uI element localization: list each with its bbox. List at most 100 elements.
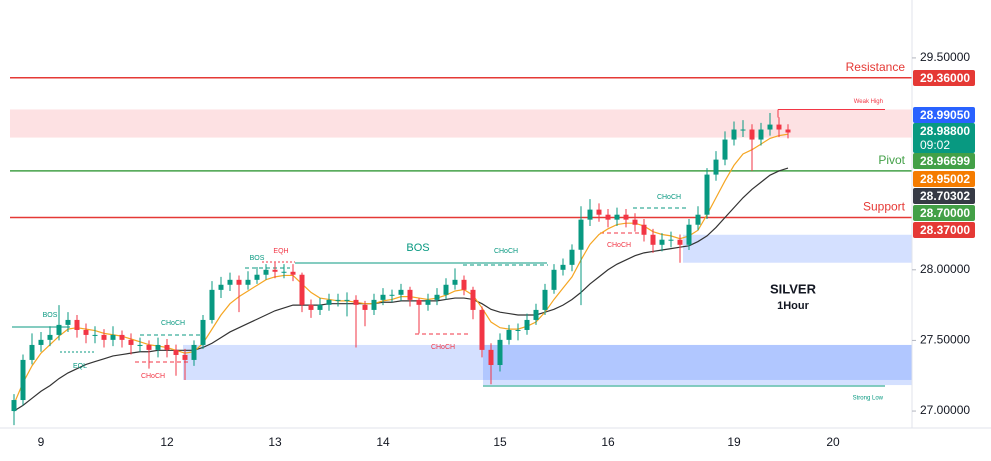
candle-body [614, 214, 620, 220]
price-label: 28.70302 [920, 189, 970, 203]
candle-body [155, 344, 161, 350]
candle-body [254, 274, 260, 280]
candle-body [56, 324, 62, 335]
candle-body [551, 269, 557, 290]
candle-body [182, 354, 188, 360]
candle-body [587, 209, 593, 220]
price-label-box [913, 153, 975, 169]
x-tick-label: 13 [268, 435, 282, 449]
candle-body [605, 214, 611, 220]
candle-body [245, 279, 251, 285]
zone [183, 344, 912, 380]
candle-body [452, 279, 458, 285]
candle-body [191, 344, 197, 360]
marker-label: Weak High [854, 99, 883, 105]
price-label-box [913, 205, 975, 221]
candles [11, 113, 791, 426]
candle-body [101, 334, 107, 340]
candle-body [542, 289, 548, 310]
candle-body [29, 344, 35, 360]
price-label-box [913, 123, 975, 153]
candle-body [317, 304, 323, 310]
price-label: 28.37000 [920, 223, 970, 237]
candle-body [326, 299, 332, 305]
structure-label: EQL [73, 363, 87, 370]
candle-body [578, 219, 584, 250]
candle-body [650, 234, 656, 245]
candle-body [65, 319, 71, 325]
candle-body [119, 334, 125, 340]
candle-body [443, 284, 449, 295]
structure-label: CHoCH [657, 194, 681, 201]
price-label-box [913, 188, 975, 204]
y-tick-label: 27.50000 [920, 333, 970, 347]
levels: Resistance Pivot Support Weak High Strong Lo… [10, 60, 912, 402]
candle-body [344, 299, 350, 301]
candle-body [515, 329, 521, 331]
candle-body [704, 174, 710, 215]
candle-body [398, 289, 404, 295]
candle-body [281, 271, 287, 273]
structure-label: BOS [43, 312, 58, 319]
candle-body [236, 279, 242, 285]
price-label: 28.70000 [920, 206, 970, 220]
candle-body [380, 294, 386, 300]
price-label-box [913, 70, 975, 86]
candle-body [623, 214, 629, 220]
candle-body [506, 329, 512, 340]
candle-body [533, 309, 539, 320]
x-tick-label: 15 [493, 435, 507, 449]
chart-subtitle: 1Hour [777, 300, 810, 312]
level-name: Resistance [846, 60, 906, 74]
candle-body [470, 289, 476, 310]
candle-body [686, 224, 692, 245]
candle-body [434, 294, 440, 300]
candle-body [731, 129, 737, 140]
price-label: 28.98800 [920, 124, 970, 138]
candle-body [110, 334, 116, 340]
y-tick-label: 27.00000 [920, 403, 970, 417]
candle-body [776, 124, 782, 130]
candle-body [416, 299, 422, 305]
structure-label: EQH [273, 248, 288, 255]
candle-body [335, 299, 341, 301]
candle-body [173, 349, 179, 355]
axes: 29.50000 28.00000 27.50000 27.00000 9 12 13 14 1… [38, 50, 971, 449]
candle-body [146, 344, 152, 350]
candle-body [74, 319, 80, 330]
candle-body [479, 309, 485, 350]
candle-body [461, 279, 467, 290]
level-name: Support [863, 200, 906, 214]
candle-body [164, 344, 170, 350]
annotations: BOS EQL CHoCH CHoCH BOS EQH BOS CHoCH CHoCH CHoCH… [43, 194, 681, 380]
candle-body [263, 269, 269, 275]
price-label: 29.36000 [920, 71, 970, 85]
candle-body [272, 269, 278, 272]
price-label: 28.95002 [920, 172, 970, 186]
candle-body [596, 209, 602, 215]
candle-body [290, 271, 296, 275]
structure-label: CHoCH [141, 373, 165, 380]
price-label: 28.99050 [920, 108, 970, 122]
candle-body [371, 299, 377, 310]
candle-body [749, 129, 755, 140]
price-label-box [913, 107, 975, 123]
structure-label: CHoCH [161, 320, 185, 327]
structure-label: CHoCH [494, 248, 518, 255]
price-label-box [913, 171, 975, 187]
candle-body [659, 239, 665, 245]
x-tick-label: 12 [160, 435, 174, 449]
candle-body [497, 339, 503, 366]
candle-body [425, 299, 431, 305]
level-name: Pivot [878, 153, 905, 167]
candle-body [767, 124, 773, 130]
structure-label: CHoCH [607, 242, 631, 249]
candle-body [128, 339, 134, 345]
candle-body [389, 294, 395, 296]
candle-body [677, 239, 683, 245]
candle-body [488, 349, 494, 366]
price-label-box [913, 222, 975, 238]
x-tick-label: 9 [38, 435, 45, 449]
candle-body [209, 289, 215, 320]
